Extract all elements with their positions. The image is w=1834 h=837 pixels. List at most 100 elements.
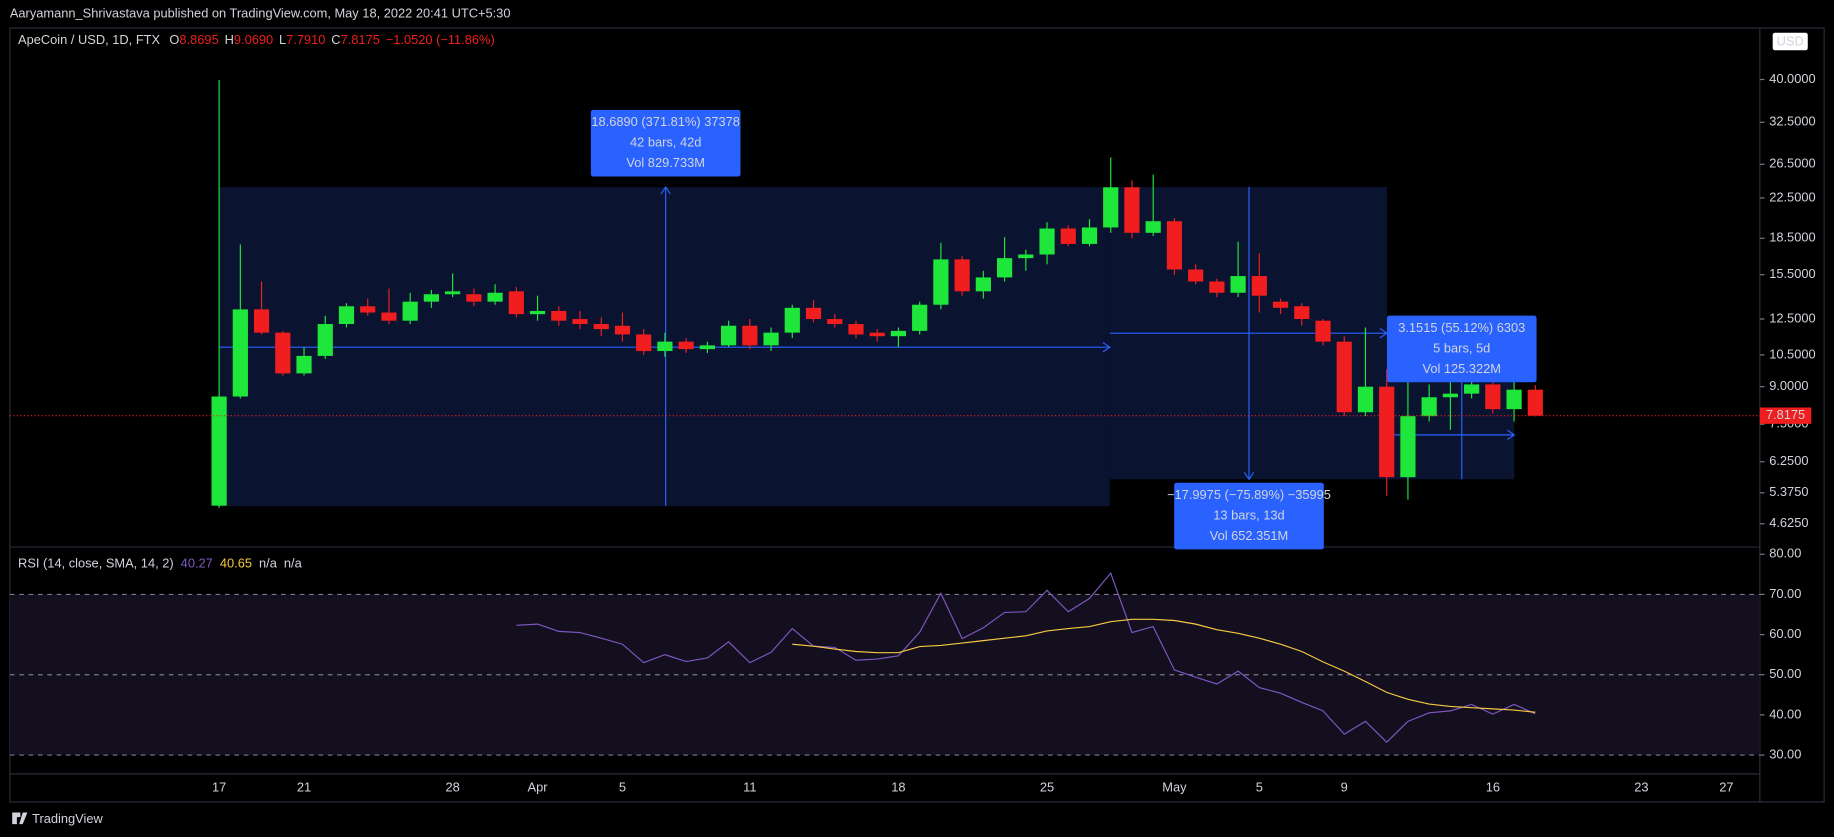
candle-body [784,307,800,333]
x-tick-label: May [1162,779,1187,794]
arrow-head [1243,471,1255,481]
candle-body [1442,393,1458,398]
x-tick-label: 5 [619,779,626,794]
candle-body [933,259,949,305]
rsi-status-value: 40.65 [220,556,252,571]
x-tick-label: 21 [297,779,311,794]
y-tick-label: 9.0000 [1769,378,1808,393]
measure-label-box [590,109,741,177]
candle-body [1315,320,1331,342]
measure-label-text: Vol 652.351M [1210,528,1289,543]
candle-body [253,309,270,333]
candle-body [232,309,248,397]
status-value: 7.8175 [341,32,380,47]
candle-body [1166,221,1183,270]
candle-body [869,332,885,337]
status-key: C [331,32,340,47]
status-key: O [169,32,179,47]
chart-title: ApeCoin / USD, 1D, FTX [18,32,160,47]
y-tick-label: 40.00 [1769,706,1801,721]
y-tick-label: 22.5000 [1769,189,1815,204]
candle-body [551,310,567,321]
y-tick-label: 40.0000 [1769,71,1815,86]
rsi-status: RSI (14, close, SMA, 14, 2) 40.27 40.65 n/a… [18,556,303,571]
candle-body [1336,341,1352,413]
candle-body [1294,306,1310,320]
measure-label-text: 3.1515 (55.12%) 6303 [1398,320,1525,335]
candle-body [593,324,609,330]
measure-drawings [219,185,1516,507]
x-tick-label: 18 [891,779,905,794]
candle-body [572,319,588,325]
candle-body [402,301,418,321]
candle-body [1527,389,1543,416]
candle-body [1421,397,1437,417]
x-tick-label: 11 [743,779,756,794]
y-tick-label: 30.00 [1769,746,1801,761]
x-tick-label: Apr [528,779,549,794]
x-tick-label: 28 [445,779,459,794]
y-tick-label: 18.5000 [1769,230,1815,245]
candle-body [1103,187,1119,228]
candle-body [381,312,397,321]
candle-body [1145,221,1161,233]
currency-label: USD [1777,33,1804,48]
last-price-label: 7.8175 [1766,407,1805,422]
status-value: −1.0520 (−11.86%) [386,32,495,47]
x-tick-label: 17 [212,779,226,794]
measure-label-box [1386,315,1537,383]
status-key: L [279,32,286,47]
candle-body [338,306,355,325]
candle-body [763,332,779,346]
candle-body [1485,384,1501,410]
candle-body [1464,384,1480,394]
candle-body [657,341,673,352]
measure-label-text: Vol 829.733M [626,155,705,170]
candle-body [1124,187,1140,233]
candle-body [975,277,991,292]
candle-body [996,258,1013,278]
measure-label-text: 13 bars, 13d [1213,508,1284,523]
candle-body [317,324,333,356]
y-tick-label: 4.6250 [1769,515,1808,530]
x-tick-label: 23 [1634,779,1648,794]
candle-body [1357,386,1374,413]
chart-frame [9,27,1825,803]
rsi-status-value: n/a [259,556,278,571]
x-tick-label: 25 [1040,779,1054,794]
candle-body [614,325,631,335]
arrow-head [660,185,671,195]
y-tick-label: 10.5000 [1769,346,1815,361]
candle-body [1230,276,1246,293]
rsi-status-value: n/a [284,556,303,571]
candle-body [1272,301,1289,308]
candle-body [508,291,524,315]
candle-body [1081,227,1098,244]
y-tick-label: 26.5000 [1769,156,1815,171]
y-tick-label: 60.00 [1769,626,1801,641]
candle-body [912,304,928,331]
candle-body [275,332,291,374]
candle-body [636,334,652,352]
currency-badge [1772,32,1808,51]
candle-body [529,310,546,315]
measure-label-text: 42 bars, 42d [630,135,701,150]
candle-body [1379,386,1395,478]
candle-body [360,306,376,313]
candle-body [742,325,758,346]
x-tick-label: 16 [1486,779,1500,794]
measure-label-text: Vol 125.322M [1422,361,1501,376]
candle-body [1018,254,1034,259]
y-tick-label: 50.00 [1769,666,1801,681]
footer-logo: TradingView [12,811,103,826]
x-tick-label: 9 [1341,779,1348,794]
candle-body [721,325,737,346]
candle-body [487,292,503,302]
candle-body [699,345,715,350]
arrow-head [1507,429,1516,441]
measure-label-text: 5 bars, 5d [1433,340,1490,355]
candle-body [954,259,970,292]
measure-label-text: 18.6890 (371.81%) 37378 [591,114,740,129]
